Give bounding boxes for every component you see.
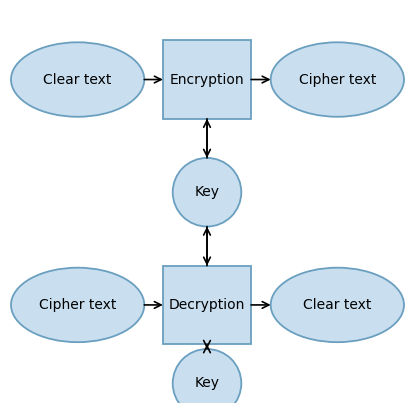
Ellipse shape <box>270 42 403 117</box>
Text: Key: Key <box>194 185 219 199</box>
FancyBboxPatch shape <box>162 266 251 344</box>
Circle shape <box>172 158 241 227</box>
Text: Decryption: Decryption <box>169 298 244 312</box>
Ellipse shape <box>11 42 144 117</box>
Text: Clear text: Clear text <box>302 298 370 312</box>
Text: Cipher text: Cipher text <box>298 72 375 87</box>
FancyBboxPatch shape <box>162 40 251 119</box>
Text: Cipher text: Cipher text <box>39 298 116 312</box>
Text: Encryption: Encryption <box>169 72 244 87</box>
Ellipse shape <box>270 268 403 342</box>
Text: Key: Key <box>194 376 219 390</box>
Text: Clear text: Clear text <box>43 72 112 87</box>
Circle shape <box>172 349 241 407</box>
Ellipse shape <box>11 268 144 342</box>
